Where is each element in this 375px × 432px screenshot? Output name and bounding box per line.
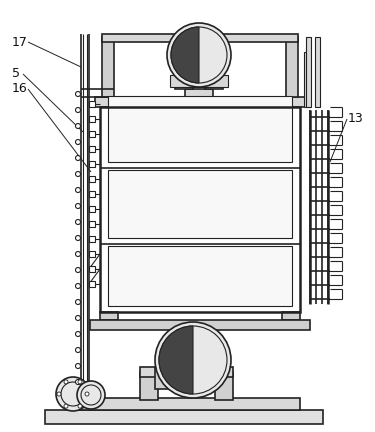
Circle shape: [155, 322, 231, 398]
Circle shape: [75, 363, 81, 368]
Text: 17: 17: [12, 36, 28, 49]
Bar: [102, 34, 298, 42]
Bar: [155, 367, 217, 389]
Circle shape: [64, 380, 68, 384]
Bar: [108, 170, 292, 238]
Circle shape: [77, 381, 105, 409]
Text: 16: 16: [12, 82, 28, 95]
Circle shape: [57, 392, 61, 396]
Bar: [89, 281, 95, 287]
Circle shape: [75, 203, 81, 209]
Bar: [89, 146, 95, 152]
Bar: [306, 37, 311, 107]
Bar: [89, 191, 95, 197]
Bar: [175, 73, 193, 89]
Bar: [315, 37, 320, 107]
Bar: [89, 161, 95, 167]
Circle shape: [75, 92, 81, 96]
Bar: [70, 398, 300, 410]
Circle shape: [85, 392, 89, 396]
Circle shape: [75, 299, 81, 305]
Bar: [89, 236, 95, 242]
Circle shape: [75, 140, 81, 144]
Circle shape: [75, 331, 81, 337]
Circle shape: [75, 267, 81, 273]
Bar: [170, 75, 228, 87]
Bar: [100, 312, 118, 320]
Bar: [108, 96, 292, 162]
Bar: [45, 410, 323, 424]
Circle shape: [56, 377, 90, 411]
Bar: [89, 206, 95, 212]
Bar: [89, 221, 95, 227]
Bar: [185, 89, 213, 97]
Bar: [90, 320, 310, 330]
Wedge shape: [171, 27, 199, 83]
Bar: [100, 107, 300, 312]
Bar: [95, 97, 305, 107]
Text: 13: 13: [348, 112, 364, 125]
Circle shape: [75, 235, 81, 241]
Circle shape: [75, 347, 81, 353]
Bar: [140, 372, 158, 400]
Circle shape: [75, 172, 81, 177]
Circle shape: [75, 108, 81, 112]
Circle shape: [75, 251, 81, 257]
Bar: [205, 73, 223, 89]
Bar: [89, 251, 95, 257]
Bar: [304, 52, 310, 107]
Bar: [282, 312, 300, 320]
Circle shape: [78, 380, 82, 384]
Circle shape: [75, 379, 81, 384]
Circle shape: [78, 404, 82, 408]
Bar: [102, 37, 114, 97]
Bar: [140, 367, 233, 377]
Bar: [89, 176, 95, 182]
Circle shape: [75, 283, 81, 289]
Bar: [286, 37, 298, 97]
Circle shape: [167, 23, 231, 87]
Wedge shape: [159, 326, 193, 394]
Circle shape: [75, 156, 81, 161]
Bar: [215, 372, 233, 400]
Circle shape: [75, 219, 81, 225]
Circle shape: [75, 124, 81, 128]
Bar: [89, 266, 95, 272]
Circle shape: [64, 404, 68, 408]
Circle shape: [75, 315, 81, 321]
Bar: [89, 101, 95, 107]
Bar: [89, 131, 95, 137]
Circle shape: [75, 187, 81, 193]
Bar: [108, 246, 292, 306]
Text: 5: 5: [12, 67, 20, 80]
Bar: [89, 116, 95, 122]
